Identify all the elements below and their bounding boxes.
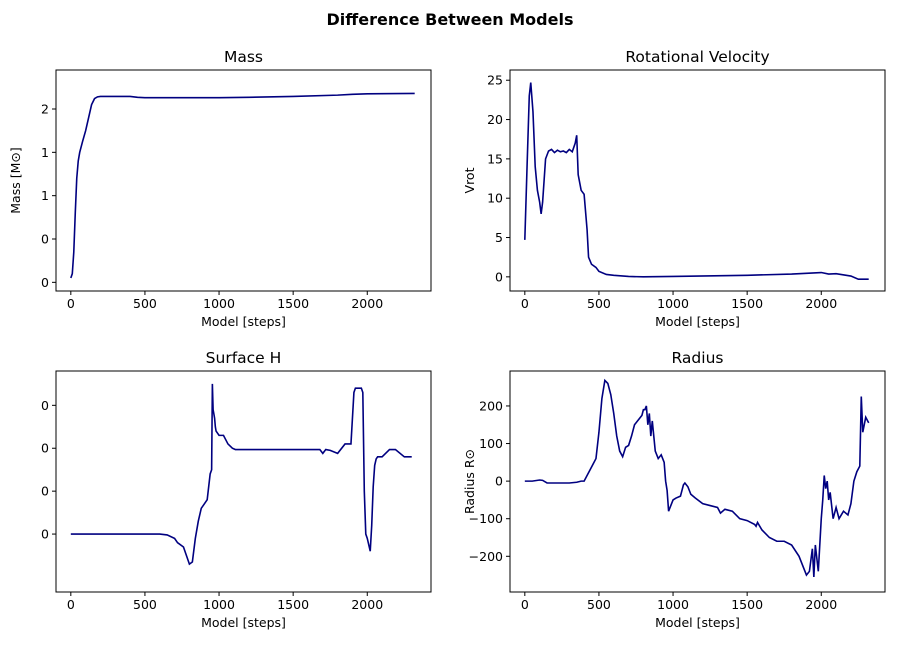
- y-tick-label: 0: [41, 527, 49, 542]
- x-tick-label: 1500: [277, 296, 309, 311]
- x-tick-label: 500: [133, 296, 157, 311]
- subplot-2: 0 500 1000 1500 2000 0 5 10 15 20 25 Rotational Vel…: [462, 48, 886, 329]
- x-tick-label: 1000: [657, 296, 689, 311]
- y-tick-label: 20: [487, 112, 503, 127]
- x-tick-label: 1500: [731, 296, 763, 311]
- y-tick-label: 1: [41, 188, 49, 203]
- y-tick-label: 0: [41, 275, 49, 290]
- y-tick-label: 0: [41, 484, 49, 499]
- axes-frame: [509, 69, 886, 292]
- x-tick-label: 1000: [657, 597, 689, 612]
- x-tick-label: 0: [521, 597, 529, 612]
- y-tick-label: 10: [487, 191, 503, 206]
- y-tick-label: 2: [41, 102, 49, 117]
- figure-title: Difference Between Models: [326, 10, 574, 29]
- series-line-3-1: [70, 383, 412, 566]
- series-line-2-1: [524, 82, 869, 280]
- series-line-4-1: [524, 378, 870, 578]
- y-tick-label: 100: [479, 436, 503, 451]
- x-tick-label: 1000: [203, 597, 235, 612]
- x-tick-label: 1500: [277, 597, 309, 612]
- subplot-4: 0 500 1000 1500 2000 −200 −100 0 100 200 Radius Mod…: [462, 349, 886, 630]
- x-tick-label: 0: [521, 296, 529, 311]
- y-tick-label: −100: [469, 511, 503, 526]
- subplot-title: Mass: [224, 48, 263, 66]
- x-tick-label: 2000: [805, 597, 837, 612]
- x-axis-label: Model [steps]: [201, 615, 286, 630]
- x-tick-label: 500: [133, 597, 157, 612]
- subplot-1: 0 500 1000 1500 2000 0 0 1 1 2 Mass Model [steps] Ma…: [8, 48, 432, 329]
- x-tick-label: 500: [587, 296, 611, 311]
- y-tick-label: 25: [487, 73, 503, 88]
- x-tick-label: 1500: [731, 597, 763, 612]
- x-tick-label: 0: [67, 597, 75, 612]
- y-tick-label: 0: [41, 441, 49, 456]
- axes-frame: [55, 69, 432, 292]
- x-tick-label: 1000: [203, 296, 235, 311]
- axes-frame: [509, 370, 886, 593]
- y-axis-label: Mass [M⊙]: [8, 147, 23, 213]
- y-tick-label: 1: [41, 145, 49, 160]
- subplot-title: Surface H: [206, 349, 282, 367]
- x-tick-label: 2000: [351, 597, 383, 612]
- y-tick-label: 5: [495, 230, 503, 245]
- subplot-title: Radius: [672, 349, 724, 367]
- x-axis-label: Model [steps]: [201, 314, 286, 329]
- x-axis-label: Model [steps]: [655, 615, 740, 630]
- y-tick-label: 0: [41, 232, 49, 247]
- y-tick-label: 0: [495, 269, 503, 284]
- series-line-1-1: [70, 92, 415, 279]
- x-tick-label: 2000: [351, 296, 383, 311]
- x-tick-label: 500: [587, 597, 611, 612]
- y-tick-label: 0: [495, 474, 503, 489]
- x-tick-label: 2000: [805, 296, 837, 311]
- axes-frame: [55, 370, 432, 593]
- y-axis-label: Radius R⊙: [462, 449, 477, 514]
- x-tick-label: 0: [67, 296, 75, 311]
- y-tick-label: −200: [469, 549, 503, 564]
- y-tick-label: 15: [487, 151, 503, 166]
- y-tick-label: 200: [479, 398, 503, 413]
- x-axis-label: Model [steps]: [655, 314, 740, 329]
- subplot-3: 0 500 1000 1500 2000 0 0 0 0 Surface H Model [step…: [41, 349, 432, 630]
- y-tick-label: 0: [41, 398, 49, 413]
- subplot-title: Rotational Velocity: [625, 48, 769, 66]
- y-axis-label: Vrot: [462, 167, 477, 193]
